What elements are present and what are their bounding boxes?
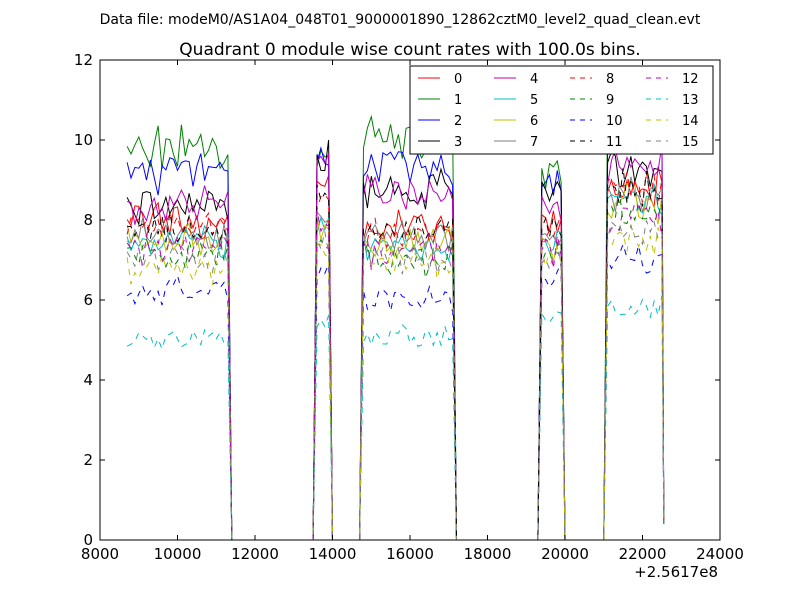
legend-label: 6 (530, 114, 538, 129)
series-line-9 (127, 190, 665, 541)
x-tick-label: 10000 (154, 545, 202, 563)
y-tick-label: 10 (74, 131, 93, 149)
series-line-4 (126, 145, 665, 541)
legend-label: 9 (606, 93, 614, 108)
y-tick-label: 4 (83, 371, 93, 389)
legend-item-14: 14 (646, 114, 699, 129)
legend-label: 5 (530, 93, 538, 108)
legend-label: 12 (682, 72, 699, 87)
x-tick-label: 20000 (541, 545, 589, 563)
x-tick-label: 16000 (386, 545, 434, 563)
legend-label: 3 (454, 135, 462, 150)
legend-label: 4 (530, 72, 538, 87)
legend-label: 8 (606, 72, 614, 87)
legend-item-9: 9 (570, 93, 614, 108)
legend-label: 11 (606, 135, 623, 150)
x-tick-label: 24000 (696, 545, 744, 563)
series-line-8 (126, 171, 665, 541)
legend-item-2: 2 (418, 114, 462, 129)
legend-label: 2 (454, 114, 462, 129)
x-tick-label: 12000 (231, 545, 279, 563)
legend-label: 14 (682, 114, 699, 129)
legend-item-0: 0 (418, 72, 462, 87)
axis-ticks: 8000 10000 12000 14000 16000 18000 20000 22000 2… (74, 51, 744, 563)
series-line-12 (126, 201, 665, 541)
legend-item-1: 1 (418, 93, 462, 108)
y-tick-label: 0 (83, 531, 93, 549)
x-tick-label: 14000 (309, 545, 357, 563)
legend-item-6: 6 (494, 114, 538, 129)
legend-item-3: 3 (418, 135, 462, 150)
y-tick-label: 12 (74, 51, 93, 69)
x-offset-label: +2.5617e8 (634, 563, 718, 581)
series-line-6 (126, 182, 665, 541)
series-layer (126, 99, 665, 541)
y-tick-label: 6 (83, 291, 93, 309)
legend-item-15: 15 (646, 135, 699, 150)
legend-label: 15 (682, 135, 699, 150)
y-tick-label: 8 (83, 211, 93, 229)
legend-label: 7 (530, 135, 538, 150)
legend-label: 0 (454, 72, 462, 87)
legend-label: 13 (682, 93, 699, 108)
legend-item-10: 10 (570, 114, 623, 129)
legend-item-11: 11 (570, 135, 623, 150)
series-line-3 (126, 140, 665, 541)
legend-item-4: 4 (494, 72, 538, 87)
x-tick-label: 22000 (619, 545, 667, 563)
y-tick-label: 2 (83, 451, 93, 469)
x-tick-label: 18000 (464, 545, 512, 563)
series-line-15 (126, 219, 665, 541)
suptitle: Data file: modeM0/AS1A04_048T01_90000018… (100, 12, 701, 28)
legend-item-8: 8 (570, 72, 614, 87)
series-line-10 (126, 242, 665, 541)
series-line-13 (126, 295, 665, 541)
series-line-0 (126, 166, 665, 541)
chart-title: Quadrant 0 module wise count rates with … (179, 40, 640, 60)
x-tick-label: 8000 (81, 545, 119, 563)
series-line-14 (126, 224, 665, 541)
series-line-1 (126, 99, 665, 541)
legend-label: 10 (606, 114, 623, 129)
legend-label: 1 (454, 93, 462, 108)
legend-item-12: 12 (646, 72, 699, 87)
legend-item-5: 5 (494, 93, 538, 108)
legend-item-7: 7 (494, 135, 538, 150)
legend-item-13: 13 (646, 93, 699, 108)
legend-frame (409, 65, 714, 155)
